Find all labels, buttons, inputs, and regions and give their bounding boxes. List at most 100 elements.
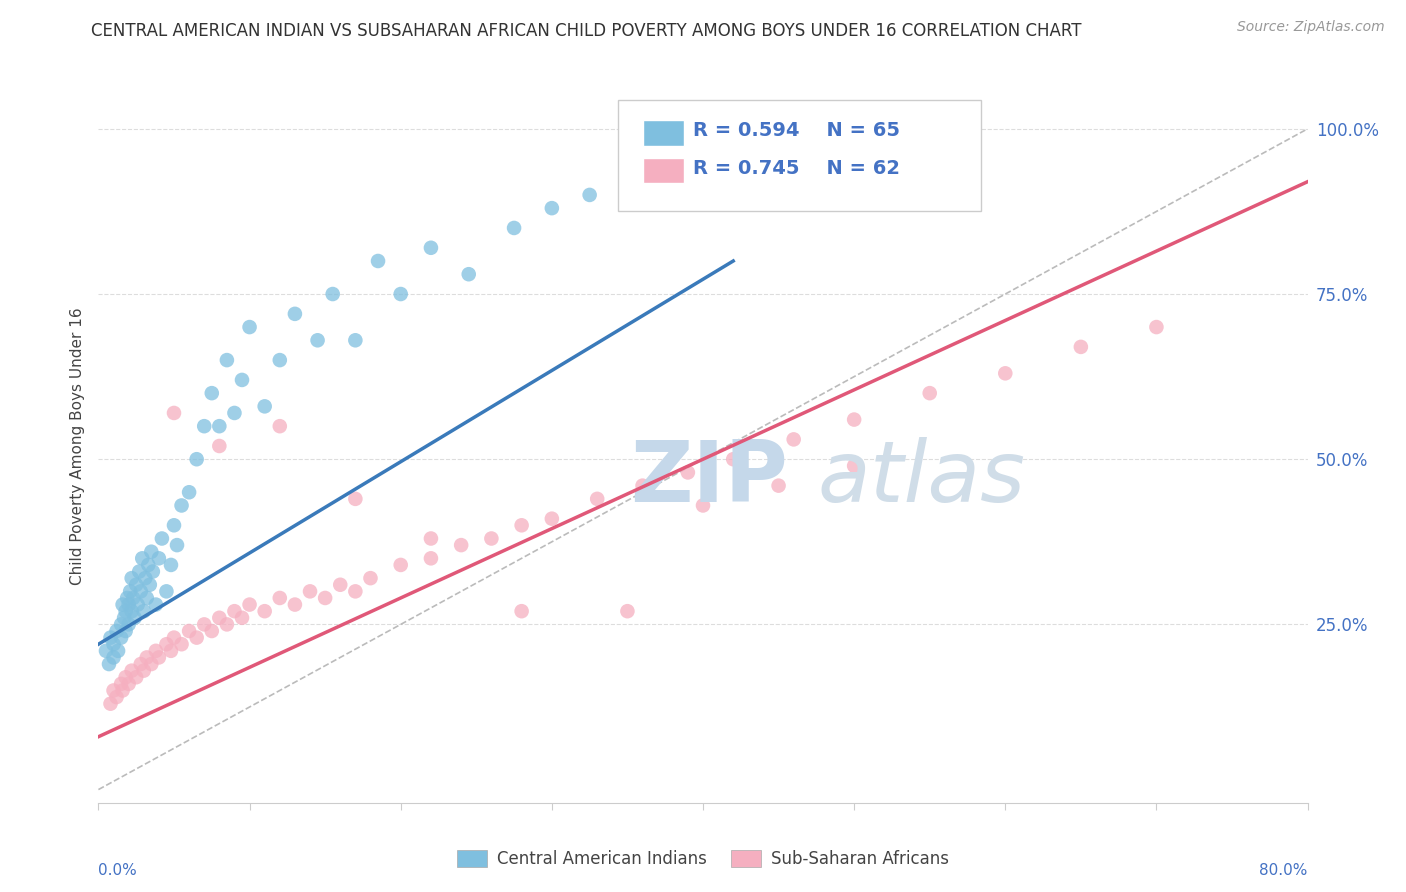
Point [540,511,562,525]
Point [125,578,148,592]
Point [141,545,163,559]
Point [139,578,162,592]
Text: Source: ZipAtlas.com: Source: ZipAtlas.com [1237,20,1385,34]
Point [344,333,367,347]
Point [389,558,412,572]
Point [118,617,141,632]
Point [179,485,201,500]
Point [215,353,238,368]
Point [224,406,246,420]
Point [105,690,128,704]
Point [224,604,246,618]
Point [145,598,167,612]
Text: 0.0%: 0.0% [98,863,138,879]
Point [111,683,134,698]
Point [179,624,201,638]
Point [127,598,149,612]
Point [166,538,188,552]
Point [540,201,562,215]
Point [269,419,291,434]
Point [110,631,132,645]
Point [129,584,152,599]
Point [269,353,291,368]
Point [121,604,143,618]
Point [269,591,291,605]
Point [631,478,654,492]
Point [208,611,231,625]
Point [253,604,276,618]
Point [122,591,145,605]
Point [163,518,186,533]
Point [768,478,790,492]
Point [100,697,122,711]
Point [193,617,215,632]
Point [118,677,141,691]
Point [105,624,128,638]
Point [344,584,367,599]
Point [510,604,533,618]
Point [208,419,231,434]
Point [107,644,129,658]
Point [135,650,157,665]
Point [155,584,177,599]
Point [344,491,367,506]
Point [307,333,329,347]
Point [114,604,136,618]
Point [114,670,136,684]
Point [110,617,132,632]
Point [844,412,866,426]
Point [1070,340,1092,354]
Point [420,551,443,566]
Point [314,591,336,605]
Point [329,578,352,592]
Point [457,267,479,281]
Point [239,320,262,334]
FancyBboxPatch shape [643,158,683,184]
Point [299,584,322,599]
Text: atlas: atlas [818,436,1026,520]
Point [124,611,146,625]
Point [148,650,170,665]
Point [132,664,155,678]
Point [389,287,412,301]
Point [201,624,224,638]
Point [150,532,173,546]
Point [94,644,117,658]
Point [578,188,600,202]
Point [231,611,253,625]
Point [170,637,193,651]
Point [129,657,152,671]
Text: R = 0.594    N = 65: R = 0.594 N = 65 [693,121,900,140]
Point [160,558,183,572]
Point [994,367,1017,381]
Point [163,631,186,645]
Point [160,644,183,658]
Point [208,439,231,453]
Point [503,221,526,235]
Point [145,644,167,658]
Point [510,518,533,533]
Point [111,598,134,612]
Point [103,683,125,698]
Point [215,617,238,632]
Point [360,571,382,585]
Point [125,670,148,684]
Point [170,499,193,513]
Point [98,657,121,671]
Point [616,604,638,618]
Point [481,532,503,546]
Point [121,571,143,585]
Text: ZIP: ZIP [630,436,789,520]
Point [186,631,208,645]
Point [201,386,224,401]
Point [114,624,136,638]
Point [163,406,186,420]
Point [100,631,122,645]
Point [115,591,138,605]
Point [783,433,806,447]
Point [231,373,253,387]
Point [420,532,443,546]
Point [134,571,156,585]
Point [121,664,143,678]
Point [186,452,208,467]
